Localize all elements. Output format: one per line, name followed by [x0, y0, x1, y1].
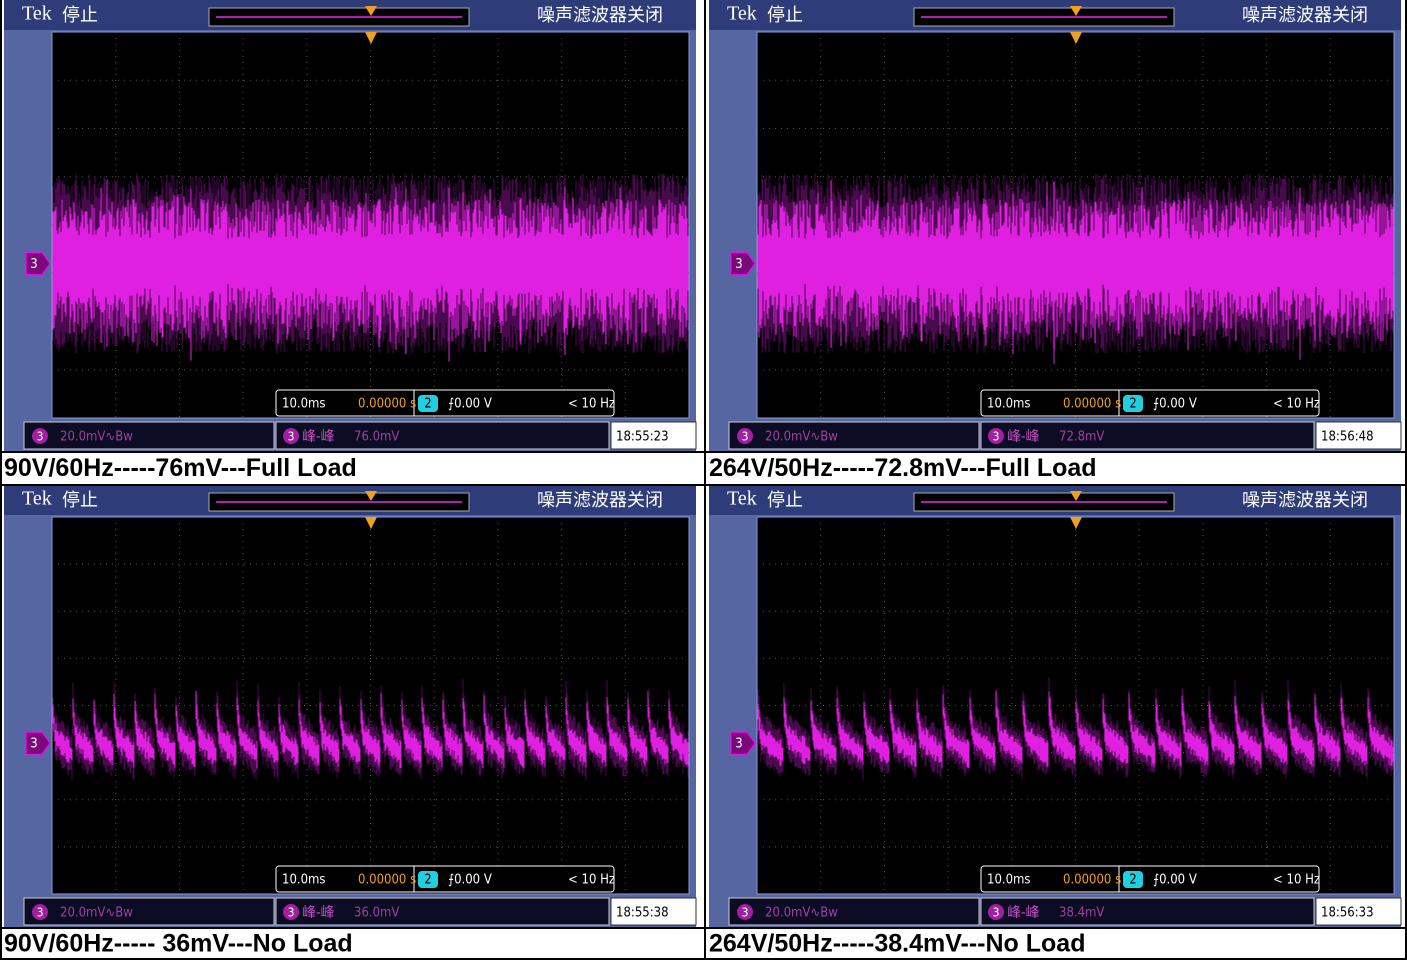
measure-badge-label: 3 — [993, 906, 1000, 920]
scope-panel: Tek 停止 噪声滤波器关闭 3 10.0ms 0.00000 s 2 ⨍0.00 V < 10… — [4, 485, 696, 928]
timebase: 10.0ms — [282, 397, 326, 412]
trigger-position: 0.00000 s — [1063, 873, 1121, 888]
scope-panel: Tek 停止 噪声滤波器关闭 3 10.0ms 0.00000 s 2 ⨍0.00 V < 10… — [709, 485, 1401, 928]
measurement-value: 72.8mV — [1059, 430, 1104, 445]
trigger-position: 0.00000 s — [1063, 397, 1121, 412]
channel-scale: 20.0mV∿Bw — [60, 906, 133, 921]
trigger-frequency: < 10 Hz — [568, 397, 615, 412]
clock-time: 18:55:38 — [616, 906, 669, 921]
trigger-level: ⨍0.00 V — [1153, 397, 1197, 412]
run-status: 停止 — [62, 490, 98, 511]
trigger-channel: 2 — [1129, 873, 1136, 888]
channel-marker-label: 3 — [30, 737, 37, 752]
channel-badge-label: 3 — [37, 906, 44, 920]
trigger-position: 0.00000 s — [358, 397, 416, 412]
trigger-frequency: < 10 Hz — [568, 873, 615, 888]
measurement-value: 36.0mV — [354, 906, 399, 921]
measurement-value: 38.4mV — [1059, 906, 1104, 921]
filter-status: 噪声滤波器关闭 — [537, 490, 663, 511]
info-box — [981, 866, 1319, 892]
trigger-channel: 2 — [424, 397, 431, 412]
measure-badge-label: 3 — [288, 906, 295, 920]
measure-badge-label: 3 — [993, 430, 1000, 444]
filter-status: 噪声滤波器关闭 — [1242, 490, 1368, 511]
caption: 264V/50Hz-----38.4mV---No Load — [709, 930, 1085, 958]
timebase: 10.0ms — [282, 873, 326, 888]
trigger-channel: 2 — [1129, 397, 1136, 412]
channel-scale: 20.0mV∿Bw — [765, 430, 838, 445]
trigger-level: ⨍0.00 V — [1153, 873, 1197, 888]
clock-time: 18:56:48 — [1321, 430, 1374, 445]
channel-badge-label: 3 — [37, 430, 44, 444]
brand: Tek — [22, 3, 52, 25]
trigger-position: 0.00000 s — [358, 873, 416, 888]
channel-marker-label: 3 — [735, 257, 742, 272]
scope-panel: Tek 停止 噪声滤波器关闭 3 10.0ms 0.00000 s 2 ⨍0.00 V < 10… — [4, 0, 696, 452]
filter-status: 噪声滤波器关闭 — [537, 5, 663, 26]
caption: 264V/50Hz-----72.8mV---Full Load — [709, 454, 1097, 482]
channel-scale: 20.0mV∿Bw — [765, 906, 838, 921]
scope-panel: Tek 停止 噪声滤波器关闭 3 10.0ms 0.00000 s 2 ⨍0.00 V < 10… — [709, 0, 1401, 452]
caption: 90V/60Hz-----76mV---Full Load — [4, 454, 357, 482]
measurement-name: 峰-峰 — [1007, 905, 1040, 921]
measurement-name: 峰-峰 — [302, 429, 335, 445]
page: Tek停止噪声滤波器关闭310.0ms0.00000 s2⨍0.00 V< 10… — [0, 0, 1407, 960]
clock-time: 18:56:33 — [1321, 906, 1374, 921]
info-box — [276, 390, 614, 416]
brand: Tek — [22, 488, 52, 510]
channel-badge-label: 3 — [742, 906, 749, 920]
run-status: 停止 — [767, 490, 803, 511]
brand: Tek — [727, 488, 757, 510]
measurement-name: 峰-峰 — [302, 905, 335, 921]
channel-scale: 20.0mV∿Bw — [60, 430, 133, 445]
clock-time: 18:55:23 — [616, 430, 669, 445]
info-box — [276, 866, 614, 892]
caption: 90V/60Hz----- 36mV---No Load — [4, 930, 353, 958]
filter-status: 噪声滤波器关闭 — [1242, 5, 1368, 26]
trigger-frequency: < 10 Hz — [1273, 873, 1320, 888]
measurement-name: 峰-峰 — [1007, 429, 1040, 445]
channel-badge-label: 3 — [742, 430, 749, 444]
brand: Tek — [727, 3, 757, 25]
timebase: 10.0ms — [987, 873, 1031, 888]
trigger-level: ⨍0.00 V — [448, 397, 492, 412]
run-status: 停止 — [62, 5, 98, 26]
measurement-value: 76.0mV — [354, 430, 399, 445]
channel-marker-label: 3 — [735, 737, 742, 752]
run-status: 停止 — [767, 5, 803, 26]
channel-marker-label: 3 — [30, 257, 37, 272]
trigger-channel: 2 — [424, 873, 431, 888]
measure-badge-label: 3 — [288, 430, 295, 444]
trigger-level: ⨍0.00 V — [448, 873, 492, 888]
trigger-frequency: < 10 Hz — [1273, 397, 1320, 412]
timebase: 10.0ms — [987, 397, 1031, 412]
document: Tek停止噪声滤波器关闭310.0ms0.00000 s2⨍0.00 V< 10… — [0, 0, 1407, 960]
info-box — [981, 390, 1319, 416]
